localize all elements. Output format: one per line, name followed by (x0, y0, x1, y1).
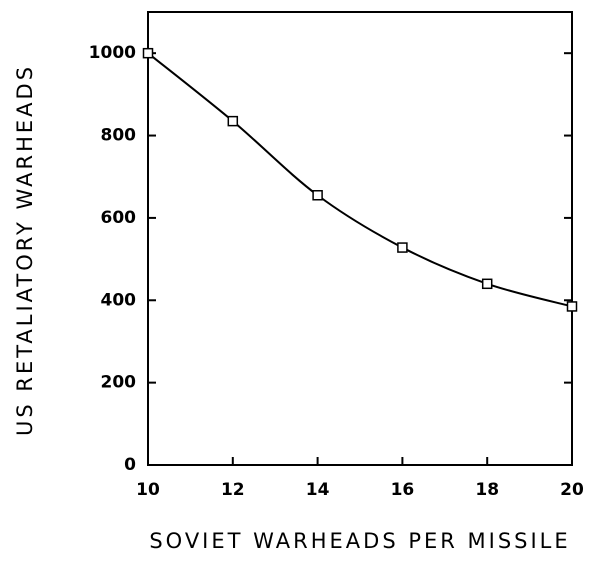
y-axis-label: US RETALIATORY WARHEADS (13, 64, 37, 436)
marker (142, 47, 154, 59)
marker (227, 115, 239, 127)
y-tick-label: 0 (124, 455, 136, 475)
x-tick-label: 14 (306, 480, 330, 500)
marker (397, 242, 408, 253)
y-tick-label: 400 (101, 290, 137, 310)
x-tick-label: 16 (391, 480, 415, 500)
x-tick-label: 12 (221, 480, 245, 500)
marker (481, 278, 493, 290)
plot-frame (147, 11, 573, 466)
x-axis-label: SOVIET WARHEADS PER MISSILE (149, 529, 570, 553)
y-tick-label: 600 (101, 208, 137, 228)
y-tick-label: 800 (101, 126, 137, 146)
marker (566, 301, 578, 312)
x-tick-label: 10 (136, 480, 160, 500)
line (147, 52, 573, 308)
y-tick-label: 1000 (89, 43, 136, 63)
x-tick-label: 18 (475, 480, 499, 500)
x-tick-label: 20 (560, 480, 584, 500)
marker (312, 190, 323, 201)
y-tick-label: 200 (101, 373, 137, 393)
